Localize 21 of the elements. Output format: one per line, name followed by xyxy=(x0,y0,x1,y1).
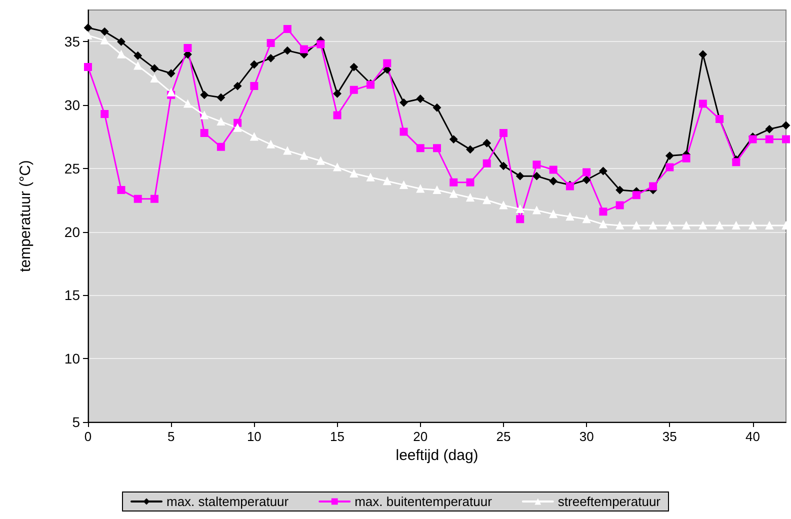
x-tick-label: 20 xyxy=(413,429,428,444)
x-tick-label: 15 xyxy=(330,429,345,444)
y-axis-title: temperatuur (°C) xyxy=(17,160,34,272)
y-tick-label: 20 xyxy=(64,224,80,240)
y-tick-label: 5 xyxy=(72,414,80,430)
legend-label: streeftemperatuur xyxy=(558,494,662,509)
y-tick-label: 35 xyxy=(64,34,80,50)
y-tick-label: 15 xyxy=(64,287,80,304)
x-tick-label: 35 xyxy=(662,429,677,444)
legend-label: max. staltemperatuur xyxy=(166,494,290,509)
x-tick-label: 10 xyxy=(246,429,262,444)
y-tick-label: 30 xyxy=(64,97,80,114)
x-axis-title: leeftijd (dag) xyxy=(396,447,478,464)
y-tick-label: 10 xyxy=(64,350,80,367)
x-tick-label: 40 xyxy=(746,429,760,444)
x-tick-label: 5 xyxy=(167,429,175,444)
x-tick-label: 0 xyxy=(84,429,92,444)
x-tick-label: 30 xyxy=(579,429,594,444)
y-tick-label: 25 xyxy=(64,160,80,176)
legend-label: max. buitentemperatuur xyxy=(354,494,493,509)
x-tick-label: 25 xyxy=(496,429,511,444)
